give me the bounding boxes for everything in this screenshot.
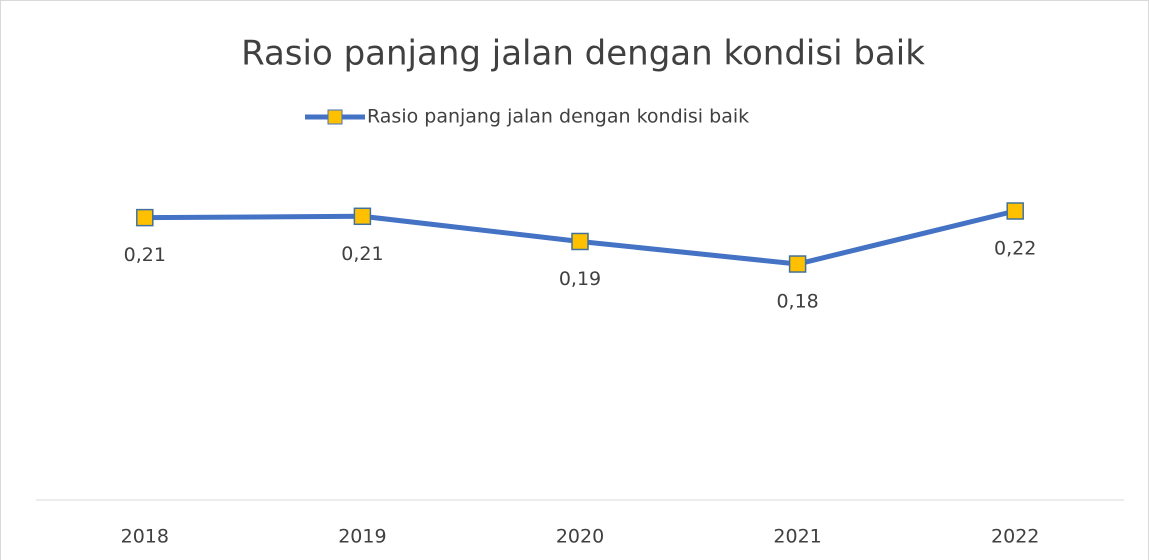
x-tick-label: 2019 [338, 526, 386, 548]
point-marker [571, 232, 589, 251]
legend-label: Rasio panjang jalan dengan kondisi baik [367, 106, 749, 128]
data-label: 0,21 [341, 243, 383, 265]
data-label: 0,21 [124, 244, 166, 266]
legend-marker [327, 109, 343, 125]
data-label: 0,18 [776, 291, 818, 313]
point-marker [1006, 202, 1024, 220]
point-marker [353, 207, 372, 226]
x-tick-label: 2020 [556, 526, 604, 548]
data-label: 0,19 [559, 268, 601, 290]
x-tick-label: 2018 [121, 526, 169, 548]
data-label: 0,22 [994, 237, 1036, 259]
chart-title: Rasio panjang jalan dengan kondisi baik [241, 34, 925, 74]
point-marker [788, 255, 807, 273]
x-tick-label: 2022 [991, 526, 1039, 548]
point-marker [136, 208, 154, 227]
x-tick-label: 2021 [773, 526, 821, 548]
